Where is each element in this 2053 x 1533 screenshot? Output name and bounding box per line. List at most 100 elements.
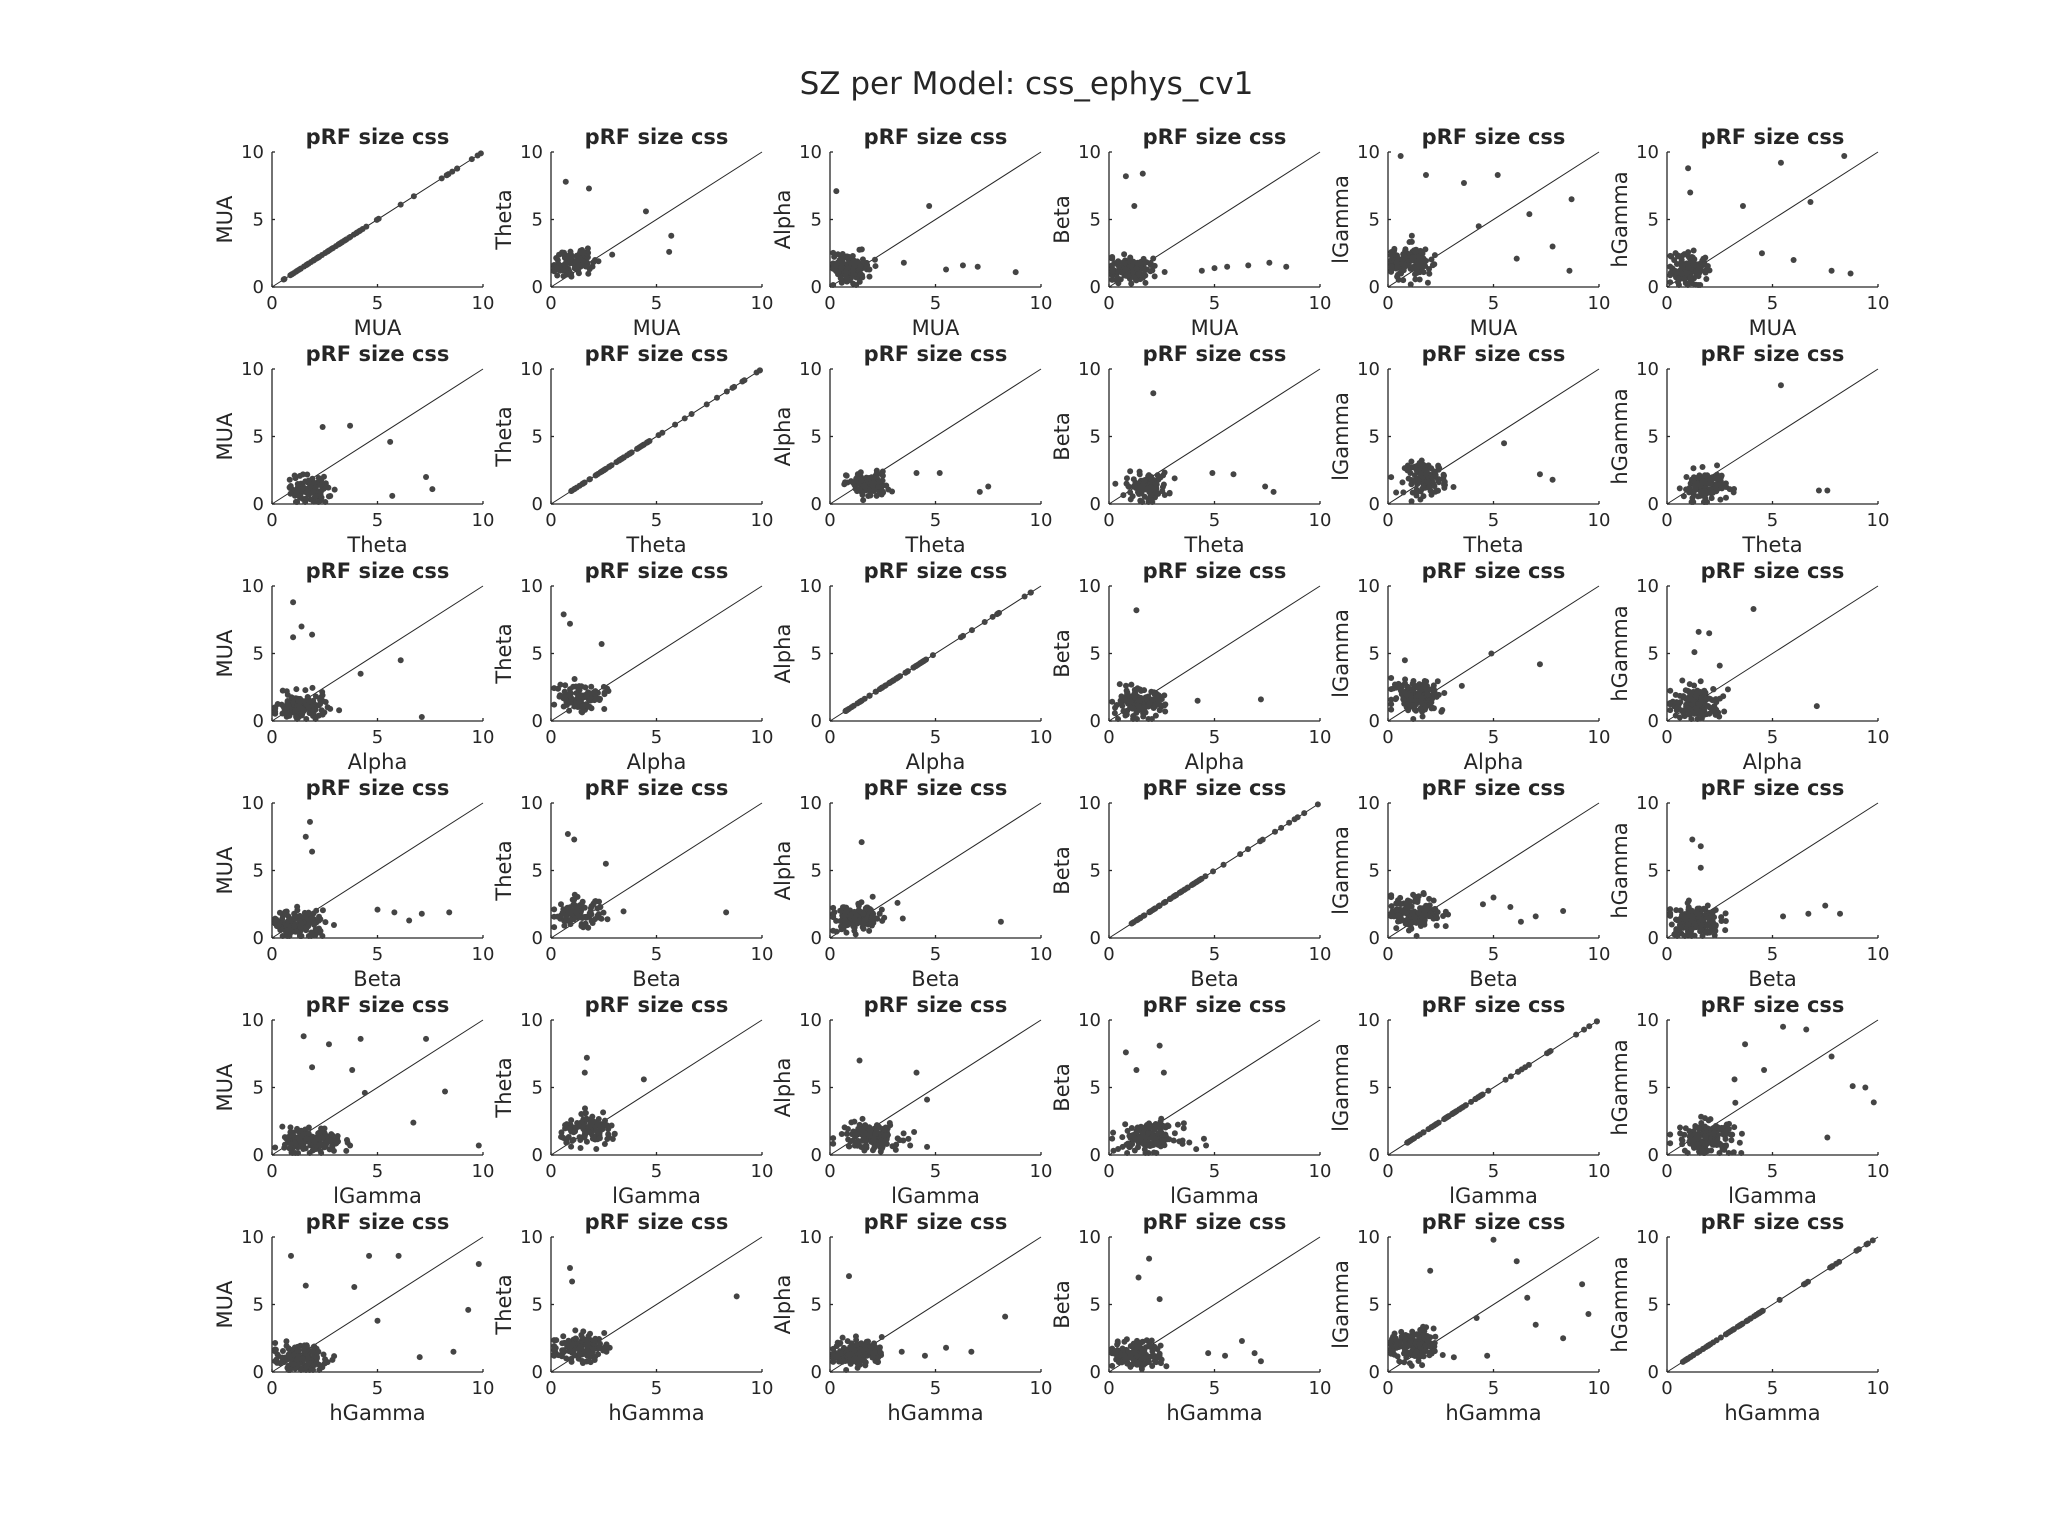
data-point (1685, 921, 1692, 928)
data-point (869, 1147, 876, 1154)
subplot-title: pRF size css (585, 1210, 729, 1234)
data-point (1131, 484, 1138, 491)
data-point (1198, 267, 1205, 274)
data-point (1726, 486, 1733, 493)
data-point (1593, 1018, 1600, 1025)
data-point (1121, 251, 1128, 258)
data-point (309, 631, 316, 638)
data-point (1127, 496, 1134, 503)
data-point (289, 916, 296, 923)
data-point (857, 263, 864, 270)
data-point (315, 1130, 322, 1137)
data-point (1180, 1125, 1187, 1132)
data-point (875, 1359, 882, 1366)
data-point (1116, 681, 1123, 688)
data-point (1419, 713, 1426, 720)
data-point (1507, 1073, 1514, 1080)
data-point (859, 1115, 866, 1122)
data-point (375, 215, 382, 222)
data-point (1139, 498, 1146, 505)
data-point (1410, 715, 1417, 722)
subplot-title: pRF size css (1422, 342, 1566, 366)
x-tick-label: 0 (1103, 727, 1114, 748)
x-tick-label: 10 (1030, 293, 1053, 314)
data-point (312, 693, 319, 700)
x-tick-label: 5 (1209, 510, 1220, 531)
data-point (1124, 690, 1131, 697)
data-point (1696, 701, 1703, 708)
x-tick-label: 5 (1767, 944, 1778, 965)
data-point (1421, 920, 1428, 927)
data-point (1150, 1149, 1157, 1156)
data-point (1709, 489, 1716, 496)
data-point (1690, 477, 1697, 484)
data-point (595, 1121, 602, 1128)
x-axis-label: Alpha (1743, 750, 1803, 774)
y-tick-label: 0 (1090, 928, 1101, 949)
y-tick-label: 0 (1369, 711, 1380, 732)
data-point (317, 489, 324, 496)
data-point (410, 193, 417, 200)
data-point (315, 712, 322, 719)
x-tick-label: 10 (1309, 510, 1332, 531)
data-point (1699, 712, 1706, 719)
data-point (1388, 696, 1395, 703)
y-tick-label: 5 (253, 427, 264, 448)
data-point (577, 692, 584, 699)
x-axis-label: Beta (1748, 967, 1796, 991)
data-point (589, 1348, 596, 1355)
data-point (1431, 483, 1438, 490)
x-axis-label: lGamma (1170, 1184, 1259, 1208)
data-point (1424, 691, 1431, 698)
data-point (294, 498, 301, 505)
x-axis-label: MUA (354, 316, 402, 340)
x-axis-label: Theta (625, 533, 686, 557)
data-point (363, 223, 370, 230)
x-tick-label: 10 (472, 1378, 495, 1399)
data-point (293, 686, 300, 693)
data-point (1399, 689, 1406, 696)
data-point (1136, 486, 1143, 493)
data-point (571, 676, 578, 683)
y-tick-label: 10 (1636, 359, 1659, 380)
x-tick-label: 10 (1588, 727, 1611, 748)
data-point (1675, 917, 1682, 924)
data-point (361, 1089, 368, 1096)
y-tick-label: 10 (520, 359, 543, 380)
data-point (1115, 715, 1122, 722)
data-point (1426, 913, 1433, 920)
x-tick-label: 0 (545, 293, 556, 314)
data-point (1691, 932, 1698, 939)
data-point (1696, 912, 1703, 919)
data-point (1163, 1363, 1170, 1370)
data-point (317, 1147, 324, 1154)
data-point (581, 904, 588, 911)
data-point (864, 262, 871, 269)
data-point (1209, 469, 1216, 476)
data-point (600, 1109, 607, 1116)
data-point (890, 677, 897, 684)
data-point (1404, 467, 1411, 474)
x-axis-label: Beta (911, 967, 959, 991)
data-point (1513, 255, 1520, 262)
data-point (1678, 270, 1685, 277)
data-point (856, 278, 863, 285)
data-point (831, 909, 838, 916)
data-point (688, 411, 695, 418)
data-point (387, 438, 394, 445)
data-point (1135, 1361, 1142, 1368)
data-point (602, 860, 609, 867)
data-point (286, 476, 293, 483)
y-tick-label: 10 (1636, 142, 1659, 163)
subplot-title: pRF size css (1143, 1210, 1287, 1234)
subplot-title: pRF size css (585, 342, 729, 366)
y-axis-label: Theta (492, 840, 516, 901)
data-point (1702, 1140, 1709, 1147)
data-point (551, 906, 558, 913)
y-tick-label: 5 (253, 861, 264, 882)
y-axis-label: Beta (1050, 1063, 1074, 1111)
